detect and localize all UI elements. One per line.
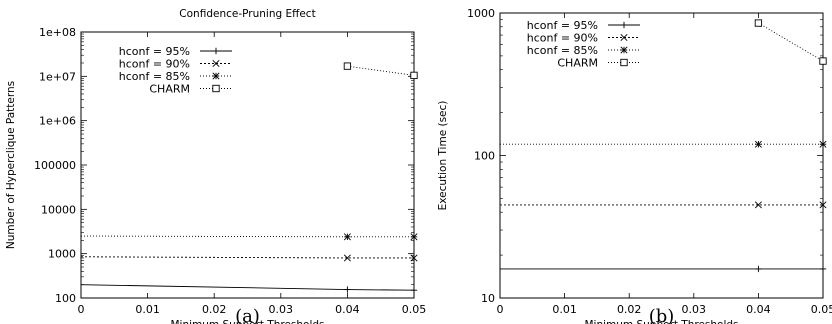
x-tick-label: 0 <box>78 303 85 316</box>
y-tick-label: 100 <box>55 292 76 305</box>
marker-star <box>212 72 220 80</box>
marker-cross <box>754 201 762 209</box>
x-tick-label: 0.01 <box>552 303 577 316</box>
x-tick-label: 0.03 <box>269 303 294 316</box>
series-1 <box>500 201 827 209</box>
marker-square <box>819 57 827 65</box>
marker-cross <box>343 254 351 262</box>
marker-square <box>343 62 352 70</box>
chart-b: 0 0.01 0.02 0.03 0.04 0.05 10 100 1000 Minimum Su… <box>437 7 832 324</box>
marker-star <box>343 233 351 241</box>
x-tick-label: 0.02 <box>202 303 227 316</box>
y-tick-label: 100 <box>474 150 495 163</box>
y-tick-label: 1e+07 <box>39 70 76 83</box>
x-axis-label: Minimum Support Thresholds <box>584 319 738 324</box>
marker-star <box>410 233 418 241</box>
legend-label: hconf = 85% <box>527 44 598 57</box>
legend-label: hconf = 95% <box>527 19 598 32</box>
series-2 <box>500 140 827 148</box>
y-axis-label: Execution Time (sec) <box>437 101 449 211</box>
y-tick-label: 100000 <box>34 159 76 172</box>
y-tick-label: 1e+08 <box>39 26 76 39</box>
series-0 <box>500 265 827 273</box>
x-tick-label: 0.03 <box>682 303 707 316</box>
chart-a: 0 0.01 0.02 0.03 0.04 0.05 100 1000 10000 100000 1… <box>5 8 426 324</box>
series-line <box>347 65 415 76</box>
series-3 <box>754 19 827 65</box>
marker-star <box>819 140 827 148</box>
series-line <box>80 256 414 259</box>
legend-label: CHARM <box>149 83 190 96</box>
legend-label: hconf = 90% <box>119 58 190 71</box>
marker-cross <box>819 201 827 209</box>
marker-cross <box>212 59 220 68</box>
legend-label: hconf = 95% <box>119 45 190 58</box>
x-tick-label: 0.04 <box>746 303 771 316</box>
x-tick-label: 0.05 <box>811 303 832 316</box>
x-tick-label: 0 <box>497 303 504 316</box>
series-1 <box>80 254 418 262</box>
series-2 <box>80 233 418 241</box>
y-tick-label: 10 <box>481 292 495 305</box>
series-line <box>80 235 414 238</box>
y-tick-label: 1e+06 <box>39 115 76 128</box>
marker-square <box>754 19 763 27</box>
marker-star <box>620 46 628 54</box>
x-tick-label: 0.01 <box>135 303 160 316</box>
marker-cross <box>410 254 418 262</box>
marker-square <box>410 71 418 80</box>
x-tick-label: 0.02 <box>617 303 642 316</box>
marker-cross <box>620 33 628 42</box>
series-line <box>758 22 824 62</box>
y-axis-label: Number of Hyperclique Patterns <box>5 81 17 249</box>
x-axis-label: Minimum Support Thresholds <box>170 319 324 324</box>
marker-square <box>620 58 628 67</box>
x-tick-label: 0.04 <box>335 303 360 316</box>
legend-label: CHARM <box>557 57 598 70</box>
x-tick-label: 0.05 <box>402 303 427 316</box>
legend-label: hconf = 90% <box>527 32 598 45</box>
series-0 <box>80 284 418 294</box>
series-line <box>80 284 415 291</box>
marker-square <box>212 84 220 93</box>
y-tick-label: 10000 <box>41 203 76 216</box>
series-3 <box>343 62 418 80</box>
chart-title: Confidence-Pruning Effect <box>179 8 315 20</box>
panel-caption: (b) <box>649 306 675 324</box>
y-tick-label: 1000 <box>48 248 76 261</box>
legend-label: hconf = 85% <box>119 70 190 83</box>
y-tick-label: 1000 <box>467 7 495 20</box>
panel-caption: (a) <box>235 306 260 324</box>
marker-star <box>754 140 762 148</box>
